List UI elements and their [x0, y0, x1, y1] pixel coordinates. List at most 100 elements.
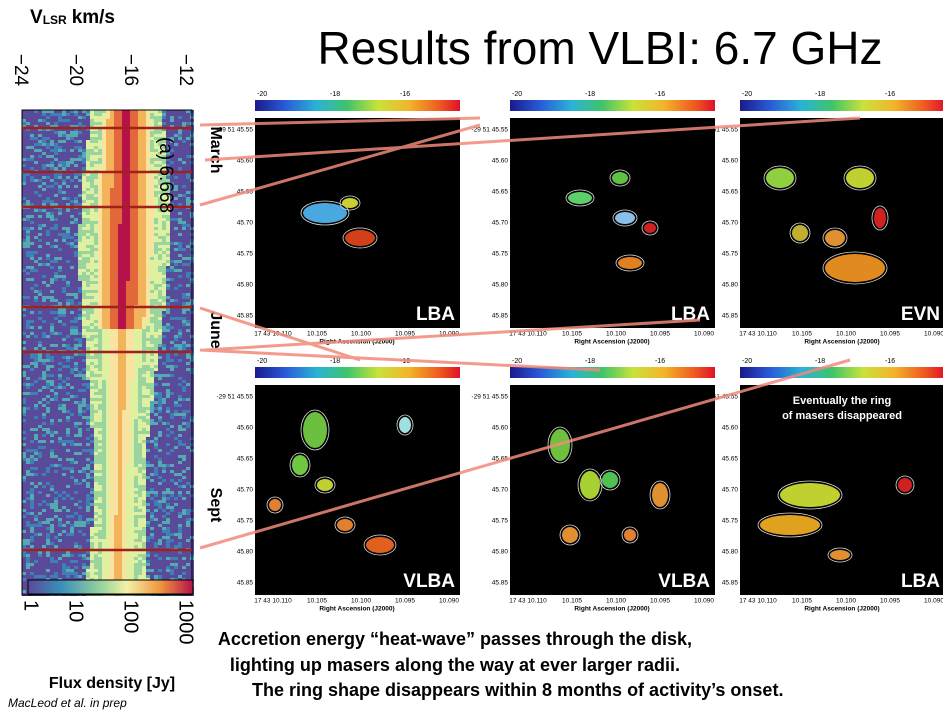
spectrum-cell — [142, 332, 146, 335]
spectrum-cell — [38, 407, 42, 410]
spectrum-cell — [106, 152, 110, 155]
spectrum-cell — [134, 155, 138, 158]
spectrum-cell — [66, 335, 70, 338]
spectrum-cell — [154, 455, 158, 458]
spectrum-cell — [138, 308, 142, 311]
spectrum-cell — [162, 236, 166, 239]
spectrum-cell — [170, 449, 174, 452]
spectrum-cell — [62, 140, 66, 143]
spectrum-cell — [146, 272, 150, 275]
spectrum-cell — [142, 254, 146, 257]
spectrum-cell — [42, 311, 46, 314]
spectrum-cell — [166, 299, 170, 302]
spectrum-cell — [90, 149, 94, 152]
spectrum-cell — [110, 119, 114, 122]
spectrum-cell — [174, 131, 178, 134]
spectrum-cell — [94, 161, 98, 164]
spectrum-cell — [54, 428, 58, 431]
spectrum-cell — [178, 161, 182, 164]
spectrum-cell — [78, 422, 82, 425]
spectrum-cell — [94, 266, 98, 269]
spectrum-cell — [162, 260, 166, 263]
spectrum-cell — [150, 215, 154, 218]
spectrum-cell — [146, 410, 150, 413]
spectrum-cell — [182, 140, 186, 143]
spectrum-cell — [126, 308, 130, 311]
spectrum-cell — [166, 353, 170, 356]
spectrum-cell — [82, 176, 86, 179]
spectrum-cell — [130, 389, 134, 392]
spectrum-cell — [138, 377, 142, 380]
spectrum-cell — [70, 416, 74, 419]
spectrum-cell — [26, 119, 30, 122]
spectrum-cell — [186, 365, 190, 368]
spectrum-cell — [86, 146, 90, 149]
spectrum-cell — [142, 152, 146, 155]
spectrum-cell — [166, 446, 170, 449]
spectrum-cell — [186, 227, 190, 230]
spectrum-cell — [94, 422, 98, 425]
spectrum-cell — [170, 416, 174, 419]
spectrum-cell — [142, 317, 146, 320]
spectrum-cell — [86, 446, 90, 449]
spectrum-cell — [126, 245, 130, 248]
spectrum-cell — [146, 146, 150, 149]
spectrum-cell — [62, 356, 66, 359]
spectrum-cell — [182, 419, 186, 422]
spectrum-cell — [62, 227, 66, 230]
spectrum-cell — [142, 452, 146, 455]
spectrum-cell — [34, 419, 38, 422]
spectrum-cell — [42, 419, 46, 422]
spectrum-cell — [98, 287, 102, 290]
spectrum-cell — [130, 116, 134, 119]
spectrum-cell — [150, 287, 154, 290]
spectrum-cell — [86, 302, 90, 305]
spectrum-cell — [182, 176, 186, 179]
spectrum-cell — [34, 113, 38, 116]
spectrum-cell — [22, 383, 26, 386]
spectrum-cell — [106, 437, 110, 440]
spectrum-cell — [174, 419, 178, 422]
spectrum-cell — [122, 416, 126, 419]
spectrum-cell — [54, 161, 58, 164]
spectrum-cell — [166, 362, 170, 365]
spectrum-cell — [26, 260, 30, 263]
spectrum-cell — [174, 410, 178, 413]
spectrum-cell — [182, 332, 186, 335]
spectrum-cell — [102, 281, 106, 284]
spectrum-cell — [58, 320, 62, 323]
spectrum-cell — [170, 338, 174, 341]
spectrum-cell — [70, 320, 74, 323]
spectrum-cell — [102, 224, 106, 227]
spectrum-cell — [170, 329, 174, 332]
spectrum-cell — [142, 413, 146, 416]
spectrum-cell — [134, 335, 138, 338]
spectrum-cell — [146, 209, 150, 212]
spectrum-cell — [54, 380, 58, 383]
spectrum-cell — [90, 236, 94, 239]
spectrum-cell — [138, 113, 142, 116]
spectrum-cell — [86, 164, 90, 167]
spectrum-cell — [138, 146, 142, 149]
spectrum-cell — [74, 233, 78, 236]
spectrum-cell — [54, 365, 58, 368]
spectrum-cell — [74, 119, 78, 122]
spectrum-cell — [134, 404, 138, 407]
spectrum-cell — [70, 389, 74, 392]
spectrum-cell — [26, 311, 30, 314]
spectrum-cell — [22, 236, 26, 239]
spectrum-cell — [146, 221, 150, 224]
spectrum-cell — [38, 347, 42, 350]
spectrum-cell — [66, 248, 70, 251]
spectrum-cell — [50, 254, 54, 257]
spectrum-cell — [170, 380, 174, 383]
spectrum-cell — [26, 287, 30, 290]
spectrum-cell — [130, 194, 134, 197]
spectrum-cell — [90, 413, 94, 416]
spectrum-cell — [110, 449, 114, 452]
spectrum-cell — [86, 440, 90, 443]
spectrum-cell — [122, 428, 126, 431]
spectrum-cell — [154, 218, 158, 221]
spectrum-cell — [134, 239, 138, 242]
spectrum-cell — [102, 287, 106, 290]
